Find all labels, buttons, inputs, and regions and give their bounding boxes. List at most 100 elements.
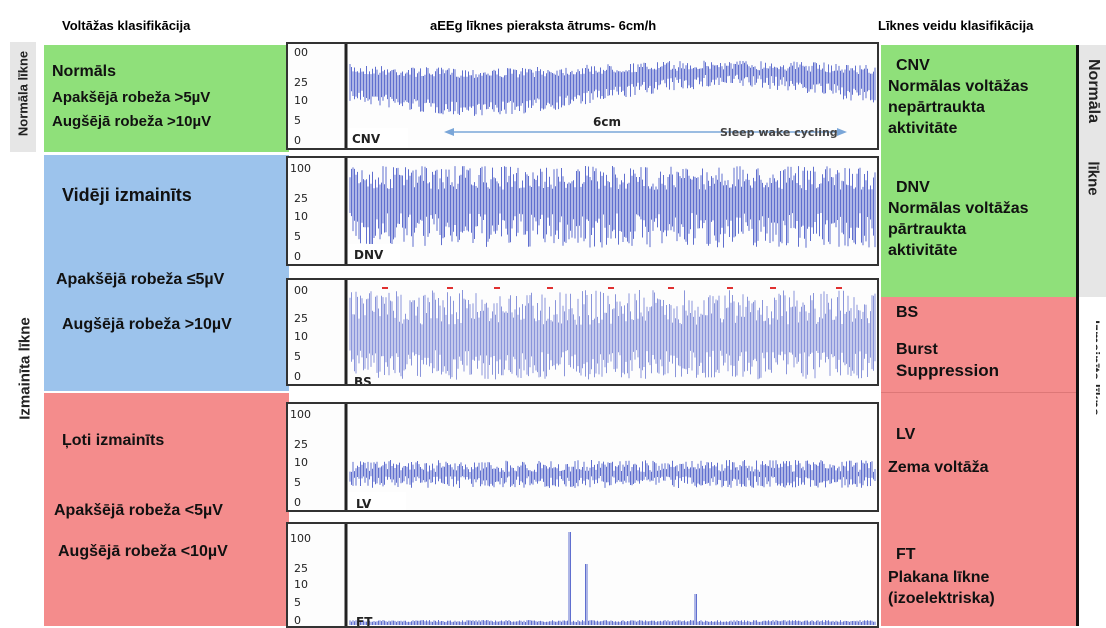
y-tick: 5 — [294, 596, 301, 609]
right-side-label-normal-b: līkne — [1084, 161, 1102, 196]
header-pattern-classification: Līknes veidu klasifikācija — [878, 18, 1034, 33]
voltage-moderate-lower: Apakšējā robeža ≤5µV — [56, 271, 225, 288]
y-tick: 5 — [294, 350, 301, 363]
pattern-cnv-line2: nepārtraukta — [888, 99, 985, 116]
voltage-normal-upper: Augšējā robeža >10µV — [52, 113, 212, 130]
y-tick: 5 — [294, 230, 301, 243]
left-side-label-abnormal: Izmainīta līkne — [16, 317, 34, 420]
burst-marker — [547, 287, 553, 289]
pattern-normal-box — [881, 45, 1076, 297]
y-tick: 100 — [290, 162, 311, 175]
trace-panel-bs: 00 25 10 5 0 BS — [286, 278, 879, 386]
y-tick: 0 — [294, 370, 301, 383]
y-tick: 00 — [294, 284, 308, 297]
pattern-dnv-line2: pārtraukta — [888, 221, 967, 238]
right-side-label-abnormal: Izmainīta līkne — [1087, 320, 1103, 416]
pattern-bs-line1: Burst — [896, 341, 938, 358]
voltage-normal-lower: Apakšējā robeža >5µV — [52, 89, 211, 106]
trace-tag-bg — [348, 244, 400, 264]
pattern-bs-line2: Suppression — [896, 361, 999, 380]
eeg-trace-lv — [349, 460, 876, 488]
burst-marker — [770, 287, 776, 289]
voltage-severe-box — [44, 393, 289, 626]
y-tick: 10 — [294, 456, 308, 469]
eeg-trace-cnv — [349, 60, 876, 116]
trace-panel-dnv: 100 25 10 5 0 DNV — [286, 156, 879, 266]
y-tick: 25 — [294, 312, 308, 325]
y-tick: 5 — [294, 114, 301, 127]
trace-panel-cnv: 00 25 10 5 0 CNV 6cm Sleep wake cycling — [286, 42, 879, 150]
pattern-lv-code: LV — [896, 426, 916, 443]
voltage-normal-box — [44, 45, 289, 152]
burst-marker — [494, 287, 500, 289]
pattern-dnv-code: DNV — [896, 179, 930, 196]
eeg-trace-path — [349, 532, 876, 625]
burst-marker — [836, 287, 842, 289]
trace-svg-bs: 00 25 10 5 0 BS — [294, 280, 876, 386]
pattern-cnv-code: CNV — [896, 57, 930, 74]
y-tick: 0 — [294, 134, 301, 147]
y-tick: 5 — [294, 476, 301, 489]
pattern-bs-code: BS — [896, 304, 919, 321]
pattern-cnv-line1: Normālas voltāžas — [888, 78, 1029, 95]
y-tick: 0 — [294, 614, 301, 627]
y-tick: 25 — [294, 438, 308, 451]
eeg-trace-path — [349, 60, 876, 116]
y-tick: 00 — [294, 46, 308, 59]
y-tick: 10 — [294, 94, 308, 107]
pattern-ft-code: FT — [896, 546, 916, 563]
pattern-lv: LV Zema voltāža — [888, 424, 988, 478]
burst-marker — [382, 287, 388, 289]
burst-marker — [447, 287, 453, 289]
trace-tag-bs: BS — [354, 375, 372, 386]
y-tick: 25 — [294, 562, 308, 575]
voltage-moderate-title: Vidēji izmainīts — [62, 185, 192, 205]
burst-marker — [727, 287, 733, 289]
pattern-ft: FT Plakana līkne (izoelektriska) — [888, 544, 995, 609]
trace-svg-cnv: 00 25 10 5 0 CNV 6cm Sleep wake cycling — [294, 44, 876, 148]
y-tick: 10 — [294, 330, 308, 343]
voltage-normal-title: Normāls — [52, 63, 117, 80]
right-side-label-normal-a: Normāla — [1085, 58, 1102, 124]
pattern-dnv-line3: aktivitāte — [888, 242, 958, 259]
voltage-moderate-box — [44, 155, 289, 391]
burst-marker — [608, 287, 614, 289]
trace-tag-bg — [348, 128, 408, 148]
y-tick: 0 — [294, 496, 301, 509]
y-tick: 0 — [294, 250, 301, 263]
trace-tag-lv: LV — [356, 497, 372, 511]
eeg-trace-dnv — [349, 166, 876, 248]
voltage-severe-lower: Apakšējā robeža <5µV — [54, 502, 223, 519]
trace-tag-ft: FT — [356, 615, 373, 628]
voltage-severe-upper: Augšējā robeža <10µV — [58, 543, 228, 560]
trace-tag-cnv: CNV — [352, 132, 381, 146]
voltage-severe-title: Ļoti izmainīts — [62, 432, 165, 449]
y-tick: 100 — [290, 532, 311, 545]
pattern-dnv: DNV Normālas voltāžas pārtraukta aktivit… — [888, 177, 1029, 261]
voltage-moderate-upper: Augšējā robeža >10µV — [62, 316, 232, 333]
left-strip-normal — [10, 42, 36, 152]
pattern-cnv: CNV Normālas voltāžas nepārtraukta aktiv… — [888, 55, 1029, 139]
pattern-cnv-line3: aktivitāte — [888, 120, 958, 137]
header-recording-speed: aEEg līknes pieraksta ātrums- 6cm/h — [430, 18, 657, 33]
left-side-label-normal: Normāla līkne — [15, 50, 31, 137]
pattern-abnormal-box — [881, 297, 1076, 626]
right-strip-divider — [1076, 45, 1079, 626]
eeg-trace-path — [349, 460, 876, 488]
header-voltage-classification: Voltāžas klasifikācija — [62, 18, 191, 33]
y-tick: 10 — [294, 578, 308, 591]
annotation-6cm: 6cm — [593, 115, 621, 129]
pattern-ft-line1: Plakana līkne — [888, 569, 990, 586]
trace-svg-lv: 100 25 10 5 0 LV — [290, 404, 876, 511]
pattern-bs: BS Burst Suppression — [888, 302, 999, 381]
arrow-head-left — [444, 128, 454, 136]
trace-tag-bg — [348, 492, 406, 510]
y-tick: 100 — [290, 408, 311, 421]
eeg-trace-bs — [349, 287, 876, 380]
y-tick: 10 — [294, 210, 308, 223]
pattern-lv-line1: Zema voltāža — [888, 459, 989, 476]
y-tick: 25 — [294, 192, 308, 205]
eeg-trace-path — [349, 290, 876, 380]
eeg-trace-path — [349, 166, 876, 248]
right-strip-normal — [1079, 45, 1106, 297]
